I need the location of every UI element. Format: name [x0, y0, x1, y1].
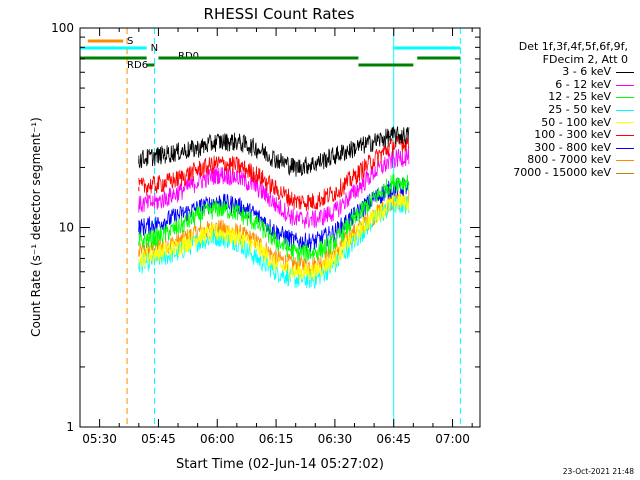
status-bar-label-7: RD6	[127, 60, 148, 71]
legend-entry: 800 - 7000 keV	[478, 154, 636, 167]
legend-entry: 25 - 50 keV	[478, 102, 636, 117]
legend-swatch	[616, 84, 634, 86]
legend-entry-label: 3 - 6 keV	[562, 65, 611, 79]
x-tick-label-4: 06:30	[318, 432, 353, 446]
x-tick-label-1: 05:45	[141, 432, 176, 446]
legend-entry-label: 100 - 300 keV	[534, 128, 611, 142]
legend-entry: 12 - 25 keV	[478, 91, 636, 104]
footer-timestamp: 23-Oct-2021 21:48	[562, 467, 634, 476]
legend-entry-label: 6 - 12 keV	[555, 77, 611, 91]
y-axis-label: Count Rate (s⁻¹ detector segment⁻¹)	[29, 117, 43, 337]
legend-swatch	[616, 147, 634, 149]
x-tick-label-3: 06:15	[259, 432, 294, 446]
legend-entry-label: 800 - 7000 keV	[527, 153, 611, 167]
legend-entry-label: 12 - 25 keV	[548, 90, 611, 104]
status-bar-label-1: N	[151, 43, 158, 54]
x-axis-label: Start Time (02-Jun-14 05:27:02)	[176, 457, 384, 472]
legend-swatch	[616, 134, 634, 136]
y-tick-label-0: 1	[66, 420, 74, 434]
legend-swatch	[616, 172, 634, 174]
x-tick-label-2: 06:00	[200, 432, 235, 446]
legend-swatch	[616, 109, 634, 111]
legend-header-line-1: Det 1f,3f,4f,5f,6f,9f,	[518, 40, 628, 53]
series-line-1	[138, 146, 410, 229]
y-tick-label-1: 10	[59, 221, 74, 235]
legend-entry-label: 300 - 800 keV	[534, 140, 611, 154]
status-bar-label-0: S	[127, 36, 133, 47]
x-tick-label-0: 05:30	[82, 432, 117, 446]
legend-entry: 50 - 100 keV	[478, 115, 636, 130]
chart-title: RHESSI Count Rates	[204, 5, 355, 23]
series-line-0	[138, 126, 410, 177]
legend-entry: 6 - 12 keV	[478, 77, 636, 92]
legend-entry: 7000 - 15000 keV	[478, 165, 636, 180]
legend-entry-label: 7000 - 15000 keV	[513, 165, 611, 179]
x-tick-label-5: 06:45	[376, 432, 411, 446]
legend-entry-label: 25 - 50 keV	[548, 102, 611, 116]
legend-entry: 100 - 300 keV	[478, 129, 636, 142]
x-tick-label-6: 07:00	[435, 432, 470, 446]
legend-swatch	[616, 97, 634, 99]
legend-swatch	[616, 71, 634, 73]
series-line-5	[138, 133, 410, 212]
legend: Det 1f,3f,4f,5f,6f,9f, FDecim 2, Att 0 3…	[478, 40, 636, 180]
legend-entry: 300 - 800 keV	[478, 140, 636, 155]
series-line-4	[138, 192, 410, 282]
y-tick-label-2: 100	[51, 21, 74, 35]
series-line-2	[138, 173, 410, 263]
legend-swatch	[616, 160, 634, 162]
legend-entry-label: 50 - 100 keV	[541, 115, 611, 129]
legend-entry: 3 - 6 keV	[478, 66, 636, 79]
legend-swatch	[616, 122, 634, 124]
series-line-3	[138, 195, 410, 289]
legend-header-line-2: FDecim 2, Att 0	[542, 52, 628, 66]
series-line-6	[138, 178, 410, 253]
